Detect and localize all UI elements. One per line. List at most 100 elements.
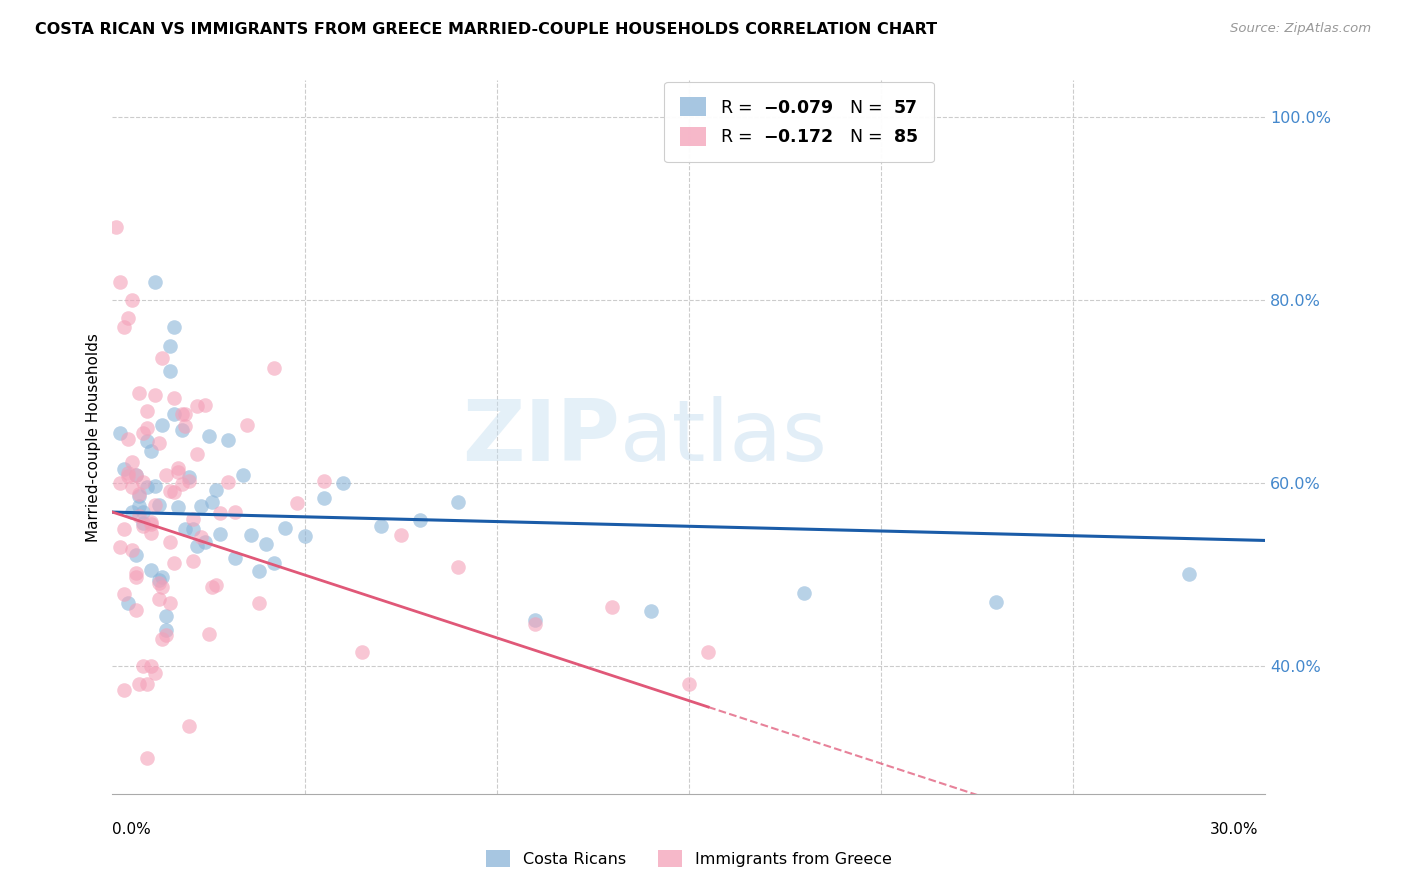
- Point: [108, 476, 131, 491]
- Point: [447, 495, 470, 509]
- Point: [117, 433, 139, 447]
- Point: [139, 516, 162, 530]
- Point: [124, 566, 146, 580]
- Point: [640, 604, 662, 618]
- Text: COSTA RICAN VS IMMIGRANTS FROM GREECE MARRIED-COUPLE HOUSEHOLDS CORRELATION CHAR: COSTA RICAN VS IMMIGRANTS FROM GREECE MA…: [35, 22, 938, 37]
- Point: [136, 434, 159, 448]
- Point: [139, 516, 162, 531]
- Point: [112, 462, 135, 476]
- Point: [174, 522, 197, 536]
- Point: [793, 585, 815, 599]
- Point: [190, 530, 212, 544]
- Point: [148, 592, 170, 607]
- Point: [190, 499, 212, 513]
- Point: [152, 569, 174, 583]
- Point: [136, 751, 159, 765]
- Point: [986, 595, 1008, 609]
- Point: [186, 447, 208, 461]
- Point: [136, 421, 159, 435]
- Point: [128, 489, 150, 503]
- Point: [159, 596, 181, 610]
- Point: [117, 311, 139, 326]
- Point: [139, 658, 162, 673]
- Point: [121, 542, 143, 557]
- Point: [148, 436, 170, 450]
- Point: [274, 521, 297, 535]
- Point: [152, 417, 174, 432]
- Point: [524, 617, 547, 632]
- Point: [128, 677, 150, 691]
- Point: [139, 525, 162, 540]
- Point: [152, 580, 174, 594]
- Point: [205, 483, 228, 497]
- Point: [312, 474, 335, 488]
- Point: [112, 587, 135, 601]
- Point: [170, 477, 193, 491]
- Point: [205, 578, 228, 592]
- Point: [179, 474, 201, 488]
- Point: [121, 455, 143, 469]
- Point: [143, 479, 166, 493]
- Point: [143, 275, 166, 289]
- Point: [370, 519, 392, 533]
- Point: [170, 423, 193, 437]
- Legend: R =  $\mathbf{-0.079}$   N =  $\mathbf{57}$, R =  $\mathbf{-0.172}$   N =  $\mat: R = $\mathbf{-0.079}$ N = $\mathbf{57}$,…: [665, 82, 934, 162]
- Point: [112, 683, 135, 698]
- Point: [124, 603, 146, 617]
- Point: [143, 665, 166, 680]
- Point: [132, 475, 155, 489]
- Point: [209, 527, 232, 541]
- Point: [697, 645, 720, 659]
- Point: [155, 609, 177, 624]
- Point: [254, 537, 277, 551]
- Text: atlas: atlas: [620, 395, 828, 479]
- Point: [166, 460, 188, 475]
- Point: [447, 560, 470, 574]
- Point: [181, 512, 204, 526]
- Point: [117, 466, 139, 480]
- Point: [232, 468, 254, 483]
- Point: [294, 529, 316, 543]
- Text: 0.0%: 0.0%: [112, 822, 152, 837]
- Point: [224, 550, 246, 565]
- Point: [174, 408, 197, 422]
- Point: [186, 399, 208, 413]
- Point: [389, 528, 412, 542]
- Point: [263, 556, 285, 570]
- Point: [155, 627, 177, 641]
- Point: [186, 539, 208, 553]
- Text: ZIP: ZIP: [463, 395, 620, 479]
- Point: [194, 398, 217, 412]
- Point: [128, 499, 150, 513]
- Point: [163, 485, 186, 500]
- Point: [163, 407, 186, 421]
- Point: [112, 522, 135, 536]
- Point: [159, 364, 181, 378]
- Point: [117, 469, 139, 483]
- Point: [239, 528, 262, 542]
- Point: [148, 498, 170, 512]
- Point: [117, 597, 139, 611]
- Point: [201, 495, 224, 509]
- Point: [121, 480, 143, 494]
- Point: [197, 627, 219, 641]
- Point: [139, 563, 162, 577]
- Point: [159, 535, 181, 549]
- Legend: Costa Ricans, Immigrants from Greece: Costa Ricans, Immigrants from Greece: [479, 843, 898, 873]
- Point: [247, 564, 270, 578]
- Point: [163, 320, 186, 334]
- Point: [170, 407, 193, 421]
- Point: [124, 570, 146, 584]
- Point: [148, 573, 170, 587]
- Point: [247, 596, 270, 610]
- Point: [217, 433, 239, 447]
- Point: [179, 718, 201, 732]
- Point: [143, 498, 166, 512]
- Point: [209, 506, 232, 520]
- Point: [166, 500, 188, 515]
- Text: Source: ZipAtlas.com: Source: ZipAtlas.com: [1230, 22, 1371, 36]
- Point: [224, 505, 246, 519]
- Point: [524, 613, 547, 627]
- Point: [124, 548, 146, 562]
- Point: [136, 404, 159, 418]
